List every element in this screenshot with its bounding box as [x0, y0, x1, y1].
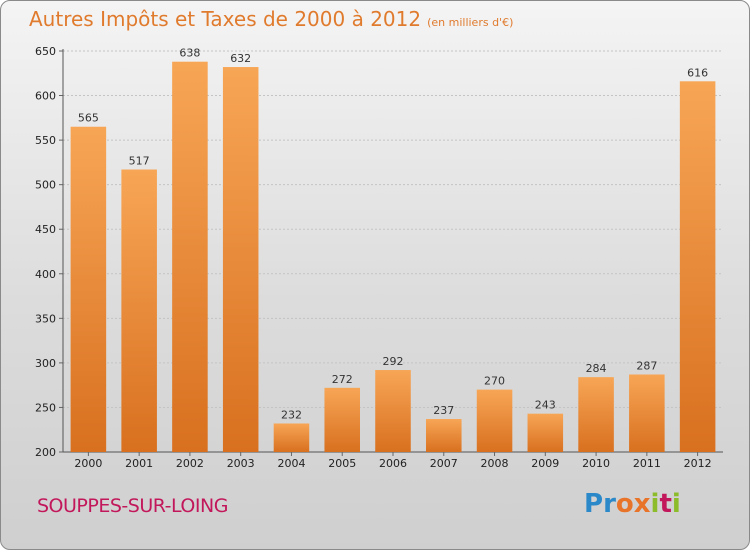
bar	[222, 67, 259, 452]
y-tick-label: 200	[35, 446, 56, 459]
data-label: 272	[332, 373, 353, 386]
x-tick-label: 2005	[328, 457, 356, 470]
bar	[121, 169, 157, 453]
bar	[70, 126, 107, 452]
chart-title-text: Autres Impôts et Taxes de 2000 à 2012	[29, 7, 422, 31]
bar	[324, 387, 360, 452]
x-tick-label: 2003	[227, 457, 255, 470]
x-tick-label: 2006	[379, 457, 407, 470]
proxiti-logo: Proxiti	[584, 489, 681, 519]
chart-title: Autres Impôts et Taxes de 2000 à 2012 (en…	[29, 7, 513, 31]
x-tick-label: 2008	[481, 457, 509, 470]
y-tick-label: 650	[35, 45, 56, 58]
x-tick-label: 2009	[531, 457, 559, 470]
bar	[578, 377, 614, 452]
data-label: 616	[687, 66, 708, 79]
bar	[273, 423, 310, 452]
x-tick-label: 2011	[633, 457, 661, 470]
x-tick-label: 2012	[684, 457, 712, 470]
data-label: 292	[383, 355, 404, 368]
y-tick-label: 400	[35, 268, 56, 281]
x-tick-label: 2001	[125, 457, 153, 470]
chart-subtitle: (en milliers d'€)	[427, 16, 514, 29]
data-label: 243	[535, 399, 556, 412]
y-tick-label: 250	[35, 401, 56, 414]
logo-letter: o	[615, 489, 634, 519]
data-label: 565	[78, 112, 99, 125]
y-tick-label: 450	[35, 223, 56, 236]
logo-letter: t	[659, 489, 672, 519]
y-tick-label: 350	[35, 312, 56, 325]
data-label: 232	[281, 408, 302, 421]
x-tick-label: 2002	[176, 457, 204, 470]
bar	[679, 81, 716, 452]
y-tick-label: 600	[35, 90, 56, 103]
data-label: 517	[129, 155, 150, 168]
x-tick-label: 2004	[277, 457, 305, 470]
data-label: 237	[433, 404, 454, 417]
bar	[375, 370, 411, 452]
axes: 200 250 300 350 400 450 500 550 600 650 2000 2001 20…	[35, 45, 723, 470]
x-tick-label: 2010	[582, 457, 610, 470]
logo-letter: x	[633, 489, 651, 519]
y-tick-label: 300	[35, 357, 56, 370]
bars	[70, 61, 716, 453]
data-label: 638	[179, 47, 200, 60]
data-label: 270	[484, 375, 505, 388]
data-label: 287	[636, 359, 657, 372]
bar	[527, 413, 564, 452]
bar	[426, 419, 462, 452]
location-name: SOUPPES-SUR-LOING	[37, 495, 228, 517]
data-labels: 565 517 638 632 232 272 292 237 270 243 284 287 616	[78, 47, 708, 422]
logo-letter: i	[650, 489, 660, 519]
logo-letter: r	[603, 489, 616, 519]
bar	[172, 61, 208, 453]
y-tick-label: 550	[35, 134, 56, 147]
logo-letter: P	[584, 489, 604, 519]
data-label: 284	[586, 362, 607, 375]
logo-letter: i	[671, 489, 681, 519]
y-tick-label: 500	[35, 179, 56, 192]
data-label: 632	[230, 52, 251, 65]
x-tick-label: 2007	[430, 457, 458, 470]
x-tick-label: 2000	[74, 457, 102, 470]
bar	[629, 374, 665, 452]
bar	[476, 389, 513, 452]
